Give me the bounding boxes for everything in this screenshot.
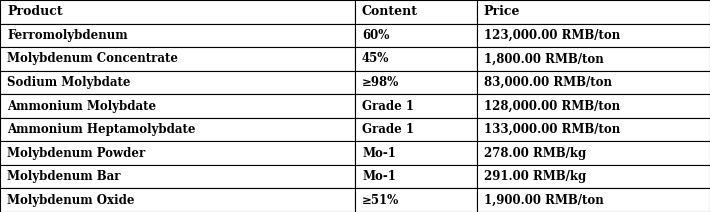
Bar <box>476 71 710 94</box>
Bar <box>0 24 355 47</box>
Bar <box>355 0 476 24</box>
Bar <box>355 24 476 47</box>
Bar <box>0 165 355 188</box>
Bar <box>0 47 355 71</box>
Text: Molybdenum Powder: Molybdenum Powder <box>7 147 146 160</box>
Text: Content: Content <box>362 5 418 18</box>
Text: Mo-1: Mo-1 <box>362 170 396 183</box>
Text: 123,000.00 RMB/ton: 123,000.00 RMB/ton <box>484 29 620 42</box>
Bar <box>476 118 710 141</box>
Text: ≥51%: ≥51% <box>362 194 399 207</box>
Bar <box>476 47 710 71</box>
Bar <box>355 47 476 71</box>
Text: 128,000.00 RMB/ton: 128,000.00 RMB/ton <box>484 99 620 113</box>
Bar <box>476 24 710 47</box>
Text: Molybdenum Concentrate: Molybdenum Concentrate <box>7 52 178 65</box>
Bar <box>355 118 476 141</box>
Text: Grade 1: Grade 1 <box>362 99 414 113</box>
Text: Molybdenum Oxide: Molybdenum Oxide <box>7 194 134 207</box>
Text: Grade 1: Grade 1 <box>362 123 414 136</box>
Bar <box>0 118 355 141</box>
Text: Mo-1: Mo-1 <box>362 147 396 160</box>
Bar <box>476 141 710 165</box>
Text: Price: Price <box>484 5 520 18</box>
Text: 60%: 60% <box>362 29 389 42</box>
Text: 1,800.00 RMB/ton: 1,800.00 RMB/ton <box>484 52 604 65</box>
Bar <box>0 141 355 165</box>
Text: Ammonium Heptamolybdate: Ammonium Heptamolybdate <box>7 123 195 136</box>
Text: 45%: 45% <box>362 52 389 65</box>
Bar <box>0 71 355 94</box>
Bar <box>476 94 710 118</box>
Text: Sodium Molybdate: Sodium Molybdate <box>7 76 131 89</box>
Text: Molybdenum Bar: Molybdenum Bar <box>7 170 121 183</box>
Bar <box>476 0 710 24</box>
Text: 1,900.00 RMB/ton: 1,900.00 RMB/ton <box>484 194 604 207</box>
Bar <box>355 94 476 118</box>
Bar <box>0 94 355 118</box>
Text: 278.00 RMB/kg: 278.00 RMB/kg <box>484 147 586 160</box>
Text: 83,000.00 RMB/ton: 83,000.00 RMB/ton <box>484 76 612 89</box>
Text: 133,000.00 RMB/ton: 133,000.00 RMB/ton <box>484 123 620 136</box>
Bar <box>476 165 710 188</box>
Bar <box>476 188 710 212</box>
Text: 291.00 RMB/kg: 291.00 RMB/kg <box>484 170 586 183</box>
Bar <box>0 188 355 212</box>
Bar <box>355 165 476 188</box>
Text: ≥98%: ≥98% <box>362 76 399 89</box>
Text: Ammonium Molybdate: Ammonium Molybdate <box>7 99 156 113</box>
Bar <box>355 71 476 94</box>
Bar <box>0 0 355 24</box>
Text: Ferromolybdenum: Ferromolybdenum <box>7 29 128 42</box>
Bar <box>355 188 476 212</box>
Text: Product: Product <box>7 5 62 18</box>
Bar <box>355 141 476 165</box>
